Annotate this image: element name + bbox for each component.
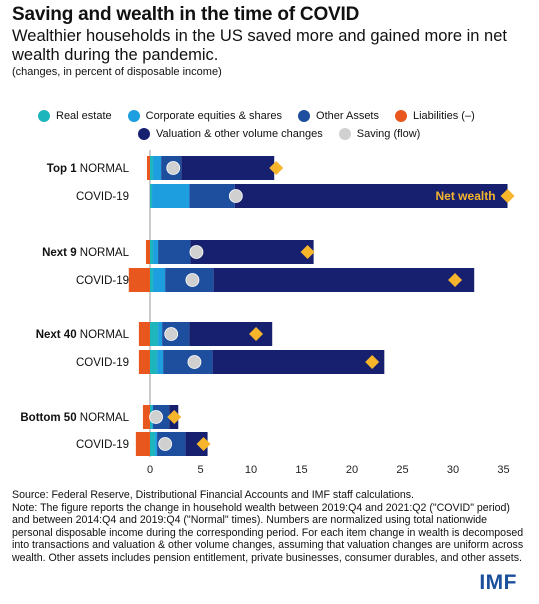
net-wealth-marker bbox=[196, 437, 211, 451]
bar-liabilities bbox=[138, 350, 150, 374]
units-note: (changes, in percent of disposable incom… bbox=[12, 66, 222, 78]
bar-liabilities bbox=[128, 268, 150, 292]
row-label: COVID-19 bbox=[76, 439, 129, 451]
x-tick-label: 35 bbox=[497, 464, 509, 476]
bar-corporate-equities-shares bbox=[153, 156, 162, 180]
saving-marker bbox=[189, 245, 204, 259]
row-label: Bottom 50 NORMAL bbox=[20, 412, 129, 424]
x-tick-label: 25 bbox=[396, 464, 408, 476]
chart-title: Saving and wealth in the time of COVID bbox=[12, 4, 360, 25]
legend-item-real-estate: Real estate bbox=[38, 110, 112, 122]
bar-corporate-equities-shares bbox=[155, 432, 158, 456]
x-tick-label: 10 bbox=[245, 464, 257, 476]
saving-marker bbox=[158, 437, 173, 451]
x-tick-label: 5 bbox=[197, 464, 203, 476]
bar-liabilities bbox=[145, 240, 150, 264]
bar-corporate-equities-shares bbox=[152, 184, 190, 208]
legend-swatch bbox=[395, 110, 407, 122]
bar-corporate-equities-shares bbox=[158, 322, 163, 346]
x-tick-label: 15 bbox=[295, 464, 307, 476]
bar-liabilities bbox=[142, 405, 150, 429]
legend-item-corporate-equities: Corporate equities & shares bbox=[127, 110, 283, 122]
net-wealth-label: Net wealth bbox=[436, 189, 496, 203]
imf-logo: IMF bbox=[479, 571, 517, 594]
legend-item-liabilities: Liabilities (–) bbox=[395, 110, 475, 122]
bar-real-estate bbox=[150, 268, 154, 292]
net-wealth-marker bbox=[365, 355, 380, 369]
bar-real-estate bbox=[150, 322, 159, 346]
saving-marker bbox=[228, 189, 243, 203]
legend-label: Saving (flow) bbox=[356, 128, 421, 140]
row-label: Next 9 NORMAL bbox=[42, 247, 130, 259]
legend-row-1: Real estate Corporate equities & shares … bbox=[38, 110, 491, 122]
legend-item-valuation: Valuation & other volume changes bbox=[138, 128, 323, 140]
bar-liabilities bbox=[138, 322, 150, 346]
bar-other-assets bbox=[189, 184, 235, 208]
x-tick-label: 0 bbox=[147, 464, 153, 476]
net-wealth-marker bbox=[249, 327, 264, 341]
bar-corporate-equities-shares bbox=[157, 350, 164, 374]
bar-real-estate bbox=[150, 240, 154, 264]
bar-chart: 0 5 10 15 20 25 30 35 Top 1 NORMAL COVID-19 Net we… bbox=[20, 150, 515, 476]
row-label: Top 1 NORMAL bbox=[47, 163, 130, 175]
legend-swatch bbox=[298, 110, 311, 122]
legend-swatch bbox=[138, 128, 150, 140]
bar-valuation-other-volume-changes bbox=[212, 350, 385, 374]
bar-real-estate bbox=[150, 184, 153, 208]
row-label: COVID-19 bbox=[76, 357, 129, 369]
net-wealth-marker bbox=[269, 161, 284, 175]
bar-liabilities bbox=[135, 432, 150, 456]
legend-swatch bbox=[338, 128, 351, 140]
saving-marker bbox=[149, 410, 163, 424]
bar-valuation-other-volume-changes bbox=[185, 432, 208, 456]
x-tick-label: 20 bbox=[346, 464, 358, 476]
net-wealth-marker bbox=[500, 189, 515, 203]
legend-label: Other Assets bbox=[316, 110, 379, 122]
x-tick-label: 30 bbox=[447, 464, 459, 476]
bar-valuation-other-volume-changes bbox=[234, 184, 508, 208]
row-label: COVID-19 bbox=[76, 275, 129, 287]
bar-liabilities bbox=[146, 156, 150, 180]
bar-valuation-other-volume-changes bbox=[190, 240, 314, 264]
source-line: Source: Federal Reserve, Distributional … bbox=[12, 489, 414, 501]
legend-label: Real estate bbox=[56, 110, 112, 122]
net-wealth-marker bbox=[167, 410, 182, 424]
legend-item-saving: Saving (flow) bbox=[338, 128, 421, 140]
legend-swatch bbox=[38, 110, 50, 122]
note-paragraph: Note: The figure reports the change in h… bbox=[12, 501, 524, 564]
bar-corporate-equities-shares bbox=[153, 240, 159, 264]
net-wealth-marker bbox=[300, 245, 315, 259]
legend-row-2: Valuation & other volume changes Saving … bbox=[138, 128, 436, 140]
bar-corporate-equities-shares bbox=[153, 268, 166, 292]
row-label: COVID-19 bbox=[76, 191, 129, 203]
saving-marker bbox=[166, 161, 181, 175]
bar-real-estate bbox=[150, 432, 156, 456]
saving-marker bbox=[185, 273, 200, 287]
net-wealth-marker bbox=[448, 273, 463, 287]
bar-real-estate bbox=[150, 350, 158, 374]
legend-label: Corporate equities & shares bbox=[145, 110, 283, 122]
saving-marker bbox=[164, 327, 179, 341]
legend-swatch bbox=[127, 110, 140, 122]
row-label: Next 40 NORMAL bbox=[36, 329, 130, 341]
bar-other-assets bbox=[158, 240, 191, 264]
source-note: Source: Federal Reserve, Distributional … bbox=[12, 489, 527, 565]
legend-label: Liabilities (–) bbox=[413, 110, 475, 122]
chart-subtitle: Wealthier households in the US saved mor… bbox=[12, 27, 507, 64]
legend-item-other-assets: Other Assets bbox=[298, 110, 379, 122]
bar-valuation-other-volume-changes bbox=[213, 268, 475, 292]
bar-real-estate bbox=[150, 156, 154, 180]
saving-marker bbox=[187, 355, 202, 369]
legend-label: Valuation & other volume changes bbox=[156, 128, 323, 140]
bar-valuation-other-volume-changes bbox=[181, 156, 275, 180]
